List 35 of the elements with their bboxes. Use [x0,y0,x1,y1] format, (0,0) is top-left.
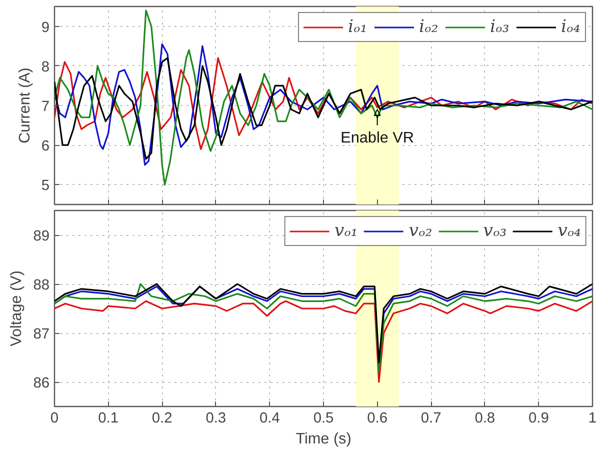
x-tick-label: 0.3 [206,410,226,426]
y-axis-title: Current (A) [16,68,34,144]
x-tick-label: 0.1 [98,410,118,426]
y-tick-label: 8 [41,59,50,76]
y-tick-label: 9 [41,20,50,36]
x-tick-label: 0 [50,410,59,426]
x-tick-label: 0.4 [260,410,280,426]
x-tick-label: 0.7 [420,410,442,426]
legend-label: vₒ₂ [408,221,432,241]
x-axis-title: Time (s) [296,430,352,448]
line-series [54,300,592,383]
legend-label: iₒ₄ [561,17,581,37]
y-tick-label: 7 [41,99,50,115]
y-tick-label: 86 [33,376,50,392]
y-tick-label: 5 [41,178,50,194]
legend-label: vₒ₁ [334,221,358,241]
x-tick-label: 1 [588,410,597,426]
x-tick-label: 0.9 [528,410,549,426]
x-tick-label: 0.8 [474,410,496,426]
x-tick-label: 0.5 [313,410,334,426]
y-tick-label: 88 [33,278,50,294]
legend-label: vₒ₄ [558,221,581,241]
x-tick-label: 0.2 [152,410,172,426]
line-series [54,10,592,186]
y-axis-title: Voltage (V) [8,270,26,346]
annotation: Enable VR [340,129,414,146]
y-tick-label: 87 [33,326,50,342]
y-tick-label: 89 [33,228,50,244]
legend-label: vₒ₃ [483,221,507,241]
legend-label: iₒ₃ [490,17,510,37]
line-series [54,43,592,166]
legend-label: iₒ₁ [348,17,368,37]
legend-label: iₒ₂ [419,17,439,37]
x-tick-label: 0.6 [367,410,388,426]
y-tick-label: 6 [41,138,50,155]
